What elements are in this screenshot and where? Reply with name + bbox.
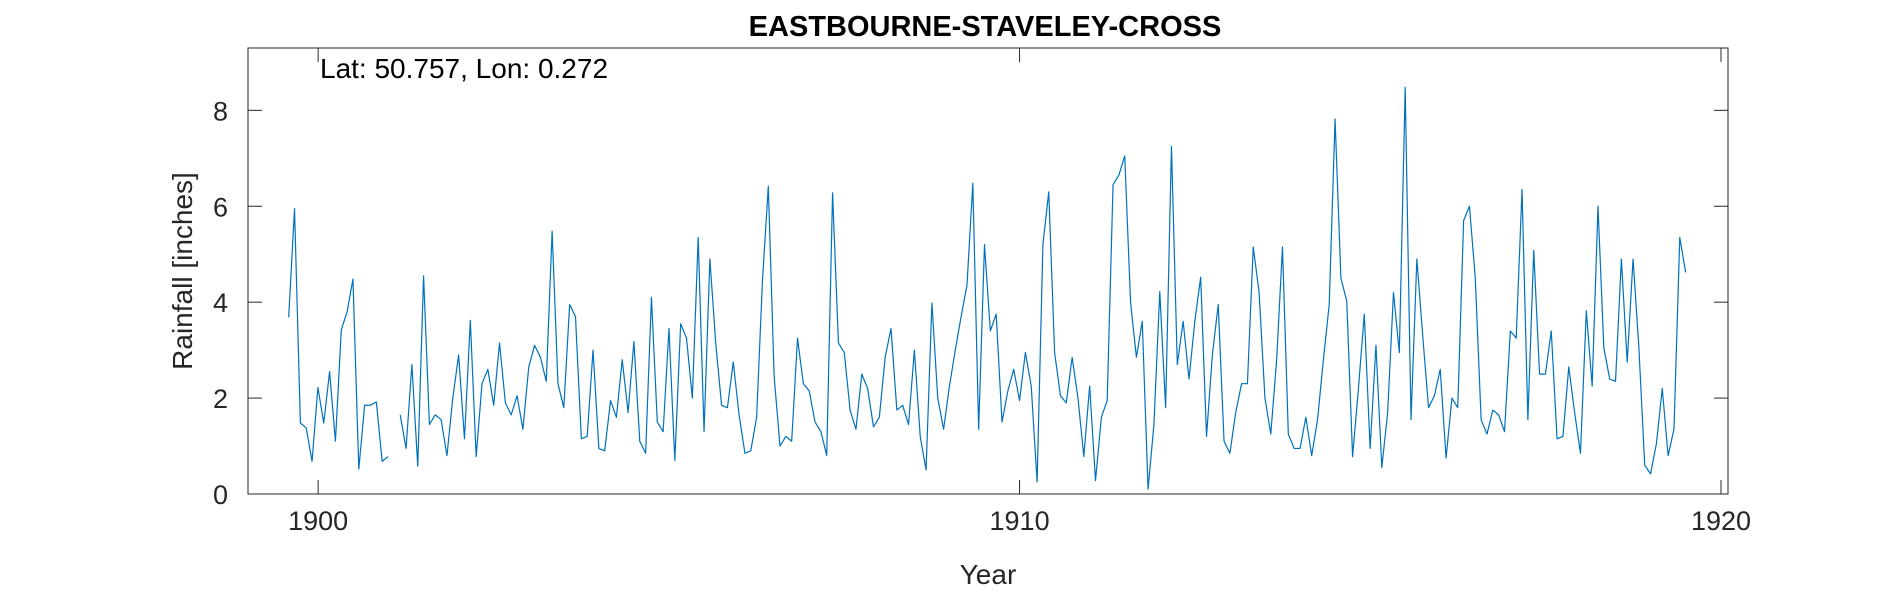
y-tick-label-0: 0: [213, 480, 228, 510]
y-axis-label: Rainfall [inches]: [167, 172, 198, 370]
x-tick-label-1900: 1900: [288, 506, 348, 536]
x-tick-label-1920: 1920: [1691, 506, 1751, 536]
y-tick-label-4: 4: [213, 288, 228, 318]
y-tick-label-8: 8: [213, 96, 228, 126]
rainfall-series-0-segment-1: [399, 86, 1687, 490]
location-annotation: Lat: 50.757, Lon: 0.272: [320, 53, 608, 84]
rainfall-series-0-segment-0: [288, 208, 389, 470]
chart-title: EASTBOURNE-STAVELEY-CROSS: [749, 11, 1222, 43]
y-tick-label-2: 2: [213, 384, 228, 414]
x-axis-label: Year: [960, 559, 1017, 590]
x-tick-label-1910: 1910: [990, 506, 1050, 536]
plot-frame: [247, 47, 1729, 495]
axis-ticks: 1900 1910 1920 0 2 4 6 8: [213, 48, 1751, 536]
series-lines: [288, 86, 1687, 490]
y-tick-label-6: 6: [213, 192, 228, 222]
